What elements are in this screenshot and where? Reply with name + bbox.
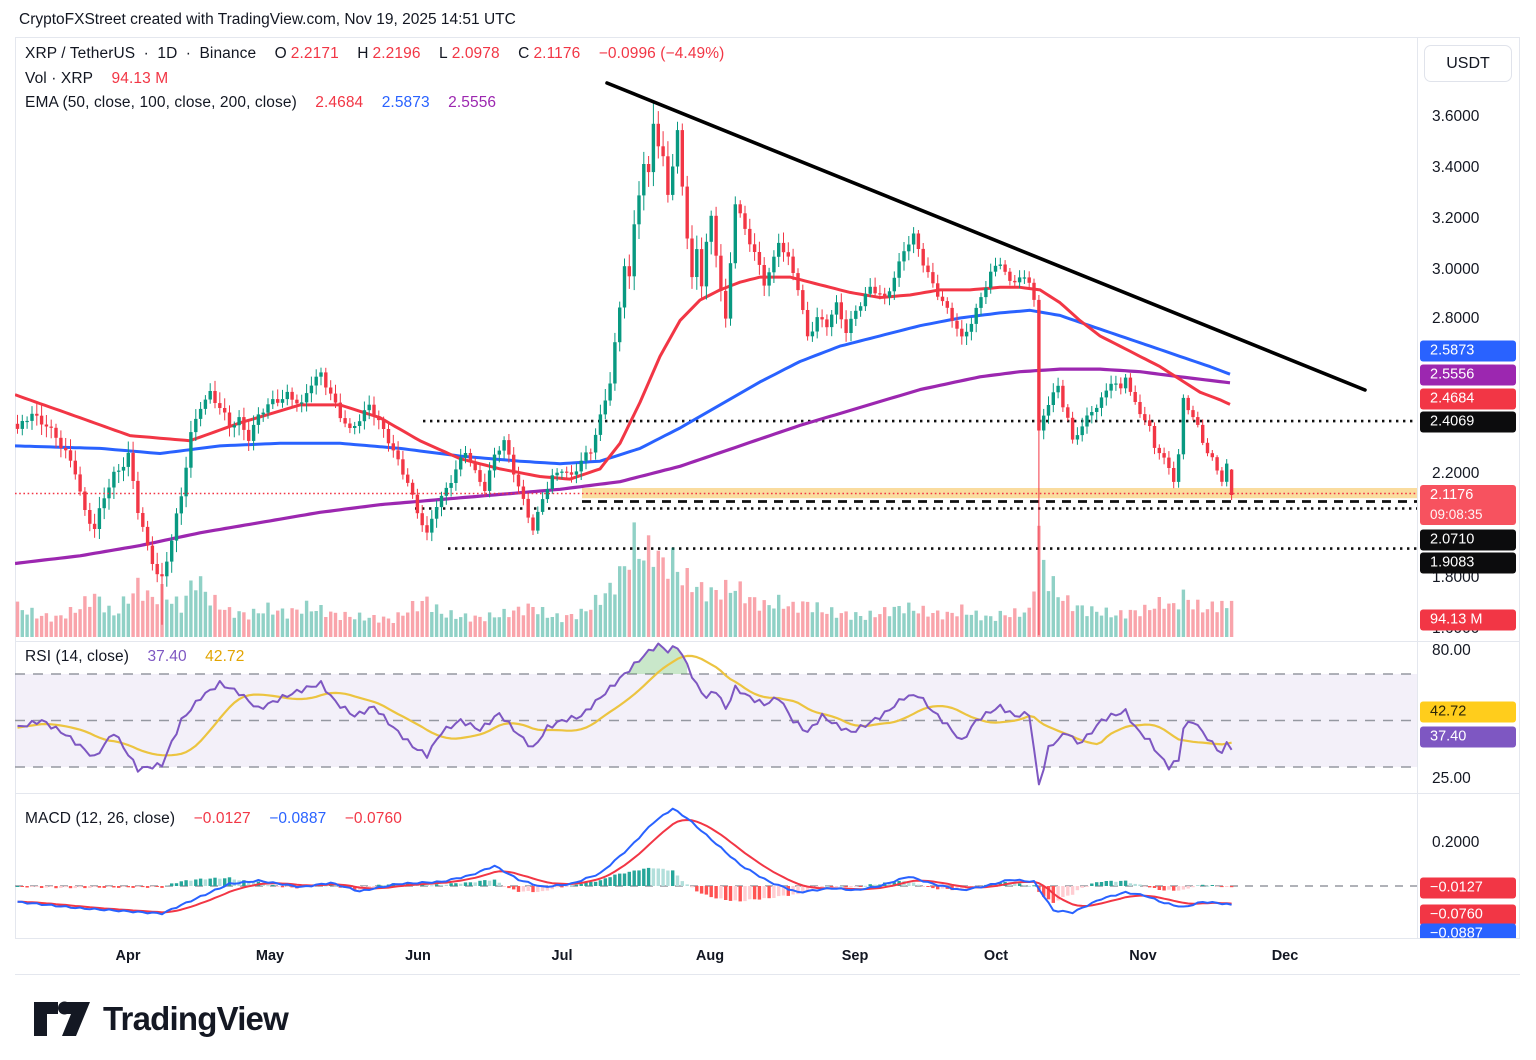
close-value: 2.1176 — [533, 45, 581, 62]
month-label-may: May — [255, 948, 285, 964]
rsi-axis-badge: 42.72 — [1420, 701, 1516, 723]
price-axis-badge: 2.1176 09:08:35 — [1420, 485, 1516, 525]
month-label-apr: Apr — [115, 948, 141, 964]
price-axis[interactable]: 3.6000 3.4000 3.2000 3.0000 2.8000 2.2000 1.80… — [1418, 37, 1519, 938]
candles-layer — [15, 100, 1234, 636]
high-value: 2.2196 — [372, 45, 421, 62]
rsi-axis-tick: 80.00 — [1432, 642, 1471, 659]
ema-50-line — [15, 275, 1231, 481]
macd-line-value: −0.0887 — [269, 810, 327, 827]
low-label: L — [438, 45, 448, 62]
month-label-nov: Nov — [1129, 948, 1157, 964]
open-label: O — [274, 45, 287, 62]
month-label-sep: Sep — [841, 948, 869, 964]
descending-trendline[interactable] — [605, 81, 1367, 392]
price-axis-tick: 2.2000 — [1432, 465, 1480, 482]
macd-hist-value: −0.0127 — [193, 810, 251, 827]
volume-legend[interactable]: Vol · XRP 94.13 M — [25, 70, 172, 88]
price-axis-tick: 3.6000 — [1432, 108, 1480, 125]
macd-axis-badge: −0.0887 — [1420, 923, 1516, 938]
low-value: 2.0978 — [451, 45, 500, 62]
macd-axis-badge: −0.0760 — [1420, 904, 1516, 926]
month-label-jun: Jun — [405, 948, 431, 964]
currency-toggle-button[interactable]: USDT — [1424, 45, 1512, 82]
open-value: 2.2171 — [290, 45, 339, 62]
horizontal-levels — [415, 419, 1417, 550]
volume-bars-layer — [15, 522, 1234, 637]
macd-axis-badge: −0.0127 — [1420, 877, 1516, 899]
rsi-axis-tick: 25.00 — [1432, 770, 1471, 787]
macd-signal-value: −0.0760 — [344, 810, 402, 827]
ema50-value: 2.4684 — [315, 94, 364, 111]
macd-legend[interactable]: MACD (12, 26, close) −0.0127 −0.0887 −0.… — [25, 810, 406, 828]
macd-label: MACD (12, 26, close) — [25, 810, 176, 827]
price-axis-badge: 2.5556 — [1420, 364, 1516, 386]
ema-legend[interactable]: EMA (50, close, 100, close, 200, close) … — [25, 94, 500, 112]
macd-axis-tick: 0.2000 — [1432, 834, 1480, 851]
time-axis[interactable]: Apr May Jun Jul Aug Sep Oct Nov Dec — [15, 938, 1520, 975]
rsi-line — [17, 642, 1233, 786]
rsi-overbought-fill — [624, 643, 688, 674]
month-label-dec: Dec — [1271, 948, 1299, 964]
exchange-label: Binance — [199, 45, 257, 62]
price-axis-tick: 3.2000 — [1432, 210, 1480, 227]
price-axis-badge: 1.9083 — [1420, 552, 1516, 574]
high-label: H — [357, 45, 369, 62]
interval-label: 1D — [157, 45, 178, 62]
price-axis-badge: 94.13 M — [1420, 609, 1516, 631]
rsi-ma-value: 42.72 — [205, 648, 245, 665]
price-axis-badge: 2.0710 — [1420, 529, 1516, 551]
volume-label: Vol · XRP — [25, 70, 94, 87]
chart-canvas[interactable] — [15, 37, 1417, 938]
price-axis-tick: 3.4000 — [1432, 159, 1480, 176]
month-label-jul: Jul — [551, 948, 573, 964]
ema200-value: 2.5556 — [448, 94, 497, 111]
attribution-text: CryptoFXStreet created with TradingView.… — [19, 11, 516, 28]
symbol-name: XRP / TetherUS — [25, 45, 136, 62]
ema100-value: 2.5873 — [381, 94, 430, 111]
price-axis-badge: 2.4684 — [1420, 388, 1516, 410]
rsi-legend[interactable]: RSI (14, close) 37.40 42.72 — [25, 648, 248, 666]
rsi-panel — [15, 642, 1417, 786]
macd-panel-divider — [15, 793, 1520, 794]
price-axis-tick: 3.0000 — [1432, 261, 1480, 278]
volume-value: 94.13 M — [111, 70, 169, 87]
ema-100-line — [15, 308, 1231, 466]
rsi-panel-divider — [15, 641, 1520, 642]
macd-panel — [15, 807, 1417, 916]
price-axis-separator — [1417, 37, 1418, 975]
tradingview-wordmark: TradingView — [103, 1000, 289, 1037]
ema-200-line — [15, 367, 1231, 566]
rsi-value: 37.40 — [147, 648, 187, 665]
tradingview-logo-icon — [34, 1001, 90, 1036]
macd-line — [17, 807, 1232, 916]
ema-label: EMA (50, close, 100, close, 200, close) — [25, 94, 297, 111]
rsi-label: RSI (14, close) — [25, 648, 130, 665]
support-zone — [582, 488, 1417, 503]
price-axis-badge: 2.4069 — [1420, 411, 1516, 433]
month-label-oct: Oct — [983, 948, 1009, 964]
rsi-axis-badge: 37.40 — [1420, 726, 1516, 748]
price-axis-badge: 2.5873 — [1420, 340, 1516, 362]
price-axis-tick: 2.8000 — [1432, 310, 1480, 327]
month-label-aug: Aug — [695, 948, 725, 964]
tradingview-logo[interactable]: TradingView — [33, 998, 289, 1040]
change-value: −0.0996 (−4.49%) — [598, 45, 725, 62]
close-label: C — [518, 45, 530, 62]
